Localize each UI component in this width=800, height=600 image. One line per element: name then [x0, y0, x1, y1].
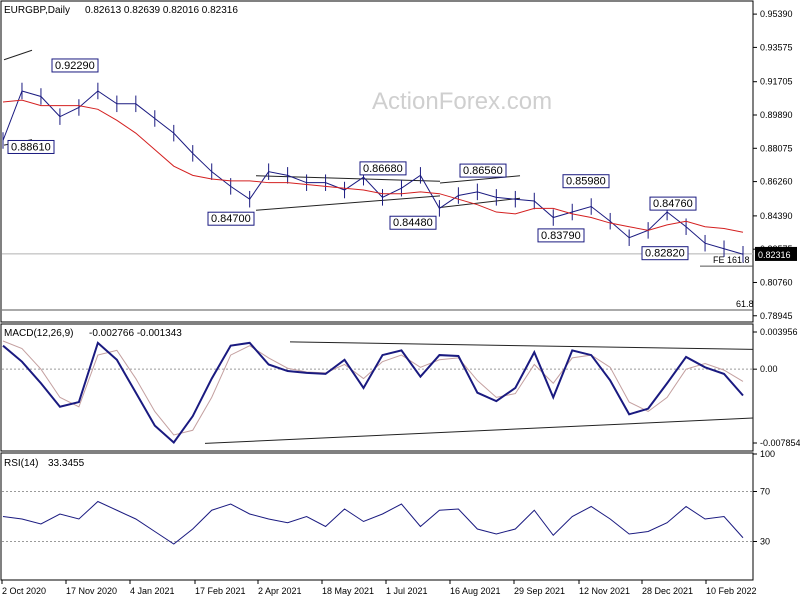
x-tick-label: 16 Aug 2021: [450, 586, 501, 596]
x-tick-label: 4 Jan 2021: [130, 586, 175, 596]
macd-name: MACD(12,26,9): [4, 328, 73, 339]
rsi-value: 33.3455: [48, 458, 85, 469]
current-price-box: [755, 246, 797, 261]
current-price-label: 0.82316: [758, 250, 791, 260]
macd-y-axis: 0.003956 0.00 -0.007854: [753, 327, 800, 448]
x-axis: 2 Oct 2020 17 Nov 2020 4 Jan 2021 17 Feb 20…: [1, 580, 757, 596]
price-annotation-label: 0.82820: [645, 248, 685, 260]
price-annotation-label: 0.83790: [541, 230, 581, 242]
macd-panel: MACD(12,26,9) -0.002766 -0.001343 0.0039…: [0, 323, 800, 452]
fibo-level-label: FE 161.8: [713, 255, 750, 265]
price-header: EURGBP,Daily: [4, 5, 70, 16]
macd-panel-frame: [0, 323, 754, 452]
price-tick-label: 0.88075: [760, 143, 793, 153]
macd-plot: [2, 340, 754, 444]
rsi-name: RSI(14): [4, 458, 38, 469]
price-tick-label: 0.89890: [760, 110, 793, 120]
macd-values: -0.002766 -0.001343: [89, 328, 182, 339]
x-tick-label: 12 Nov 2021: [579, 586, 630, 596]
price-annotation-label: 0.92290: [55, 60, 95, 72]
macd-tick-label: 0.00: [760, 364, 778, 374]
macd-support-trendline: [204, 417, 754, 444]
macd-main-line: [2, 341, 744, 444]
macd-resistance-trendline: [289, 341, 754, 350]
price-tick-label: 0.93575: [760, 42, 793, 52]
x-tick-label: 10 Feb 2022: [706, 586, 757, 596]
price-tick-label: 0.80760: [760, 277, 793, 287]
price-annotation-box: [359, 161, 407, 176]
price-annotation-box: [459, 163, 507, 178]
x-tick-label: 1 Jul 2021: [386, 586, 428, 596]
price-annotation-box: [649, 196, 697, 211]
macd-tick-label: 0.003956: [760, 327, 798, 337]
price-annotation-box: [562, 174, 610, 189]
x-tick-label: 18 May 2021: [322, 586, 374, 596]
price-annotation-label: 0.84700: [211, 213, 251, 225]
trendline: [255, 175, 441, 182]
price-annotation-label: 0.85980: [566, 176, 606, 188]
rsi-plot: [2, 491, 753, 545]
trendline: [439, 197, 521, 208]
price-series-line: [2, 90, 744, 255]
price-tick-label: 0.84390: [760, 211, 793, 221]
price-annotation-box: [51, 58, 99, 73]
price-annotation-label: 0.86680: [363, 163, 403, 175]
x-tick-label: 17 Nov 2020: [66, 586, 117, 596]
price-tick-label: 0.78945: [760, 311, 793, 321]
x-tick-label: 29 Sep 2021: [514, 586, 565, 596]
trendline: [255, 195, 441, 211]
price-annotation-label: 0.84760: [653, 198, 693, 210]
trendline: [439, 175, 521, 184]
price-tick-label: 0.95390: [760, 9, 793, 19]
price-annotation-box: [389, 215, 437, 230]
rsi-tick-label: 100: [760, 449, 775, 459]
rsi-tick-label: 70: [760, 487, 770, 497]
fibo-level-label: 61.8: [736, 299, 754, 309]
rsi-tick-label: 30: [760, 537, 770, 547]
price-annotation-box: [641, 246, 689, 261]
price-tick-label: 0.86260: [760, 177, 793, 187]
x-tick-label: 28 Dec 2021: [642, 586, 693, 596]
price-tick-label: 0.91705: [760, 77, 793, 87]
macd-tick-label: -0.007854: [760, 438, 800, 448]
x-tick-label: 2 Oct 2020: [2, 586, 46, 596]
watermark: ActionForex.com: [372, 88, 552, 115]
price-annotation-label: 0.88610: [11, 141, 51, 153]
x-tick-label: 2 Apr 2021: [258, 586, 302, 596]
price-annotation-label: 0.84480: [393, 217, 433, 229]
price-annotation-box: [537, 228, 585, 243]
rsi-panel: RSI(14) 33.3455 100 70 30: [0, 449, 775, 581]
moving-average-line: [2, 99, 744, 233]
price-annotation-label: 0.86560: [463, 165, 503, 177]
rsi-line: [2, 500, 744, 545]
price-plot: 0.82316 FE 161.8 61.8 0.92290 0.88610 0.84700…: [2, 49, 797, 311]
price-panel: ActionForex.com EURGBP,Daily 0.82613 0.8…: [0, 0, 797, 323]
rsi-y-axis: 100 70 30: [753, 449, 775, 547]
trendline: [3, 49, 33, 61]
price-annotation-box: [207, 211, 255, 226]
x-tick-label: 17 Feb 2021: [195, 586, 246, 596]
price-annotation-box: [7, 139, 55, 154]
ohlc-values: 0.82613 0.82639 0.82016 0.82316: [85, 5, 238, 16]
price-y-axis: 0.95390 0.93575 0.91705 0.89890 0.88075 0.862…: [753, 9, 793, 321]
